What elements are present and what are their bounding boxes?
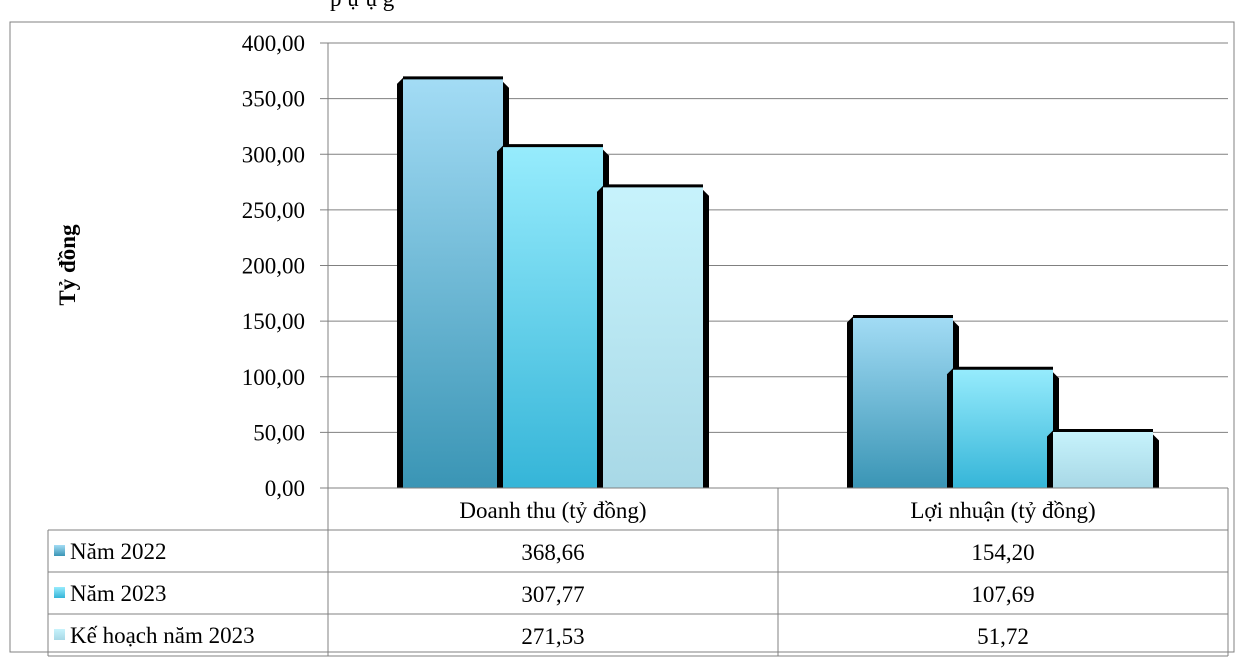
bar-edge [497,145,503,488]
y-tick-label: 300,00 [242,142,305,167]
data-label: 307,77 [521,582,584,607]
bar-edge [397,77,403,488]
y-tick-label: 200,00 [242,254,305,279]
bar-edge [1047,430,1053,488]
legend-label: Kế hoạch năm 2023 [70,623,255,648]
legend-label: Năm 2022 [70,539,166,564]
legend-key [54,545,65,556]
data-table: Doanh thu (tỷ đồng) Lợi nhuận (tỷ đồng) Nă… [47,487,1229,657]
y-tick-label: 0,00 [265,476,305,501]
bar-side [703,189,709,488]
y-axis-ticks: 0,00 50,00 100,00 150,00 200,00 250,00 300,00 3… [242,31,305,501]
y-tick-label: 350,00 [242,87,305,112]
bar-edge [597,185,603,488]
y-tick-label: 400,00 [242,31,305,56]
bar-1-1 [953,368,1053,488]
y-tick-label: 100,00 [242,365,305,390]
data-label: 51,72 [977,624,1029,649]
bar-1-0 [853,316,953,488]
bar-side [1153,434,1159,488]
bar-edge [847,316,853,488]
data-label: 154,20 [971,540,1034,565]
bar-0-0 [403,77,503,488]
chart-title-fragment: p ự ụ g [330,0,395,11]
y-tick-label: 250,00 [242,198,305,223]
bars [397,76,1159,488]
legend-key [54,587,65,598]
y-tick-label: 150,00 [242,309,305,334]
bar-0-2 [603,185,703,488]
data-label: 368,66 [521,540,584,565]
bar-1-2 [1053,430,1153,488]
legend-key [54,629,65,640]
data-label: 271,53 [521,624,584,649]
x-category-label: Lợi nhuận (tỷ đồng) [910,498,1095,523]
data-label: 107,69 [971,582,1034,607]
y-axis-label: Tỷ đồng [55,224,80,306]
bar-edge [947,368,953,488]
chart-frame [9,21,1235,653]
bar-0-1 [503,145,603,488]
x-category-label: Doanh thu (tỷ đồng) [459,498,646,523]
y-tick-label: 50,00 [253,420,305,445]
legend-label: Năm 2023 [70,581,166,606]
